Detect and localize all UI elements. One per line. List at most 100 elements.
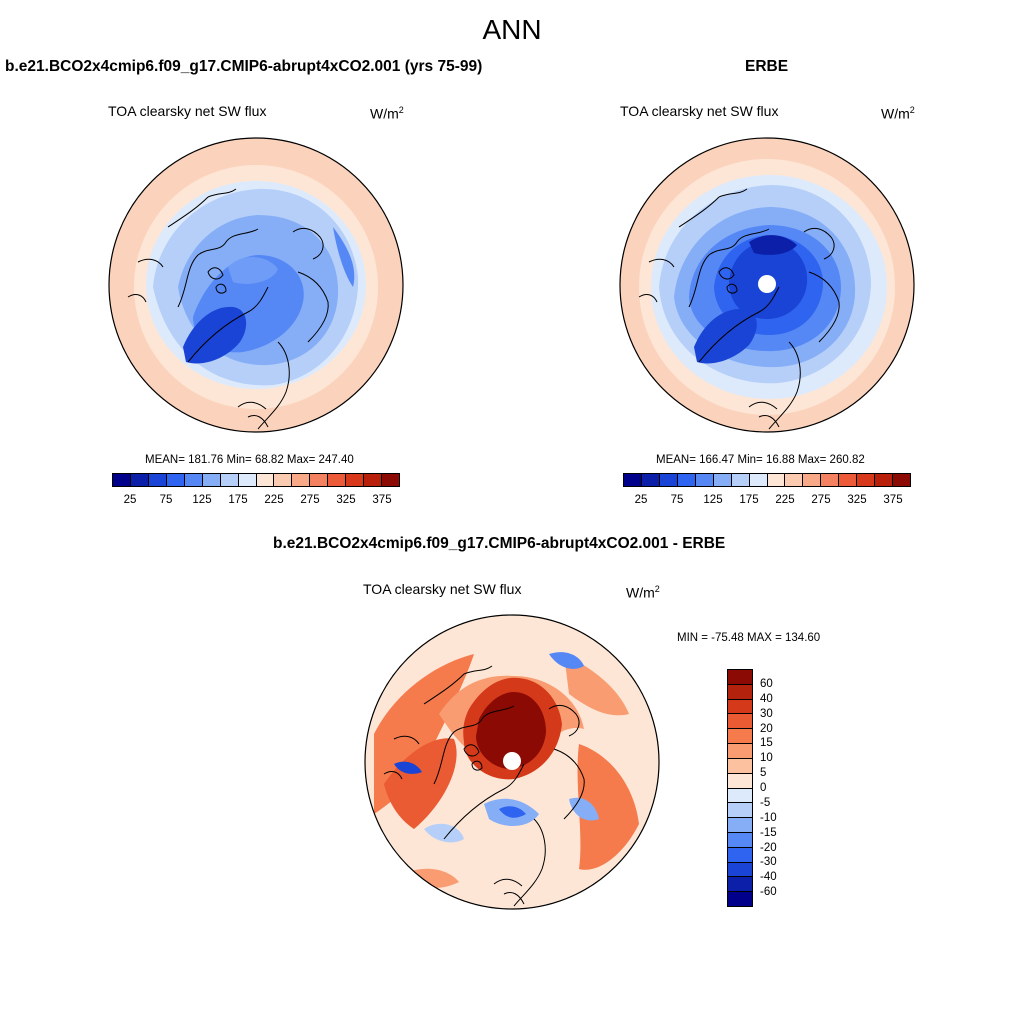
panel-1-colorbar <box>112 473 400 487</box>
panel-3-title: b.e21.BCO2x4cmip6.f09_g17.CMIP6-abrupt4x… <box>273 535 726 552</box>
panel-1-colorbar-ticks: 25 75 125 175 225 275 325 375 <box>112 494 400 510</box>
colorbar-swatch <box>728 818 752 833</box>
colorbar-swatch <box>803 474 822 486</box>
panel-1-stats: MEAN= 181.76 Min= 68.82 Max= 247.40 <box>145 454 354 466</box>
colorbar-swatch <box>641 474 660 486</box>
colorbar-swatch <box>728 892 752 906</box>
panel-2-colorbar-ticks: 25 75 125 175 225 275 325 375 <box>623 494 911 510</box>
colorbar-swatch <box>728 758 752 774</box>
colorbar-tick-label: 10 <box>760 752 773 765</box>
colorbar-tick-label: -10 <box>760 811 777 824</box>
colorbar-tick-label: 25 <box>123 494 137 506</box>
colorbar-tick-label: 375 <box>372 494 392 506</box>
colorbar-swatch <box>785 474 804 486</box>
panel-2-stats: MEAN= 166.47 Min= 16.88 Max= 260.82 <box>656 454 865 466</box>
colorbar-tick-label: 75 <box>159 494 173 506</box>
colorbar-swatch <box>382 474 399 486</box>
colorbar-swatch <box>130 474 149 486</box>
colorbar-tick-label: 325 <box>336 494 356 506</box>
colorbar-tick-label: 75 <box>670 494 684 506</box>
colorbar-tick-label: 325 <box>847 494 867 506</box>
colorbar-swatch <box>148 474 167 486</box>
colorbar-swatch <box>728 684 752 700</box>
colorbar-swatch <box>659 474 678 486</box>
panel-3-variable-label: TOA clearsky net SW flux <box>363 581 522 597</box>
colorbar-swatch <box>113 474 131 486</box>
panel-3-polar-map <box>364 614 660 910</box>
colorbar-tick-label: 20 <box>760 722 773 735</box>
colorbar-swatch <box>220 474 239 486</box>
colorbar-tick-label: 40 <box>760 692 773 705</box>
colorbar-tick-label: 125 <box>703 494 723 506</box>
colorbar-tick-label: -20 <box>760 841 777 854</box>
colorbar-swatch <box>875 474 894 486</box>
colorbar-swatch <box>256 474 275 486</box>
colorbar-swatch <box>202 474 221 486</box>
colorbar-tick-label: 275 <box>811 494 831 506</box>
colorbar-tick-label: 175 <box>739 494 759 506</box>
colorbar-swatch <box>328 474 347 486</box>
colorbar-tick-label: 5 <box>760 767 767 780</box>
colorbar-tick-label: 30 <box>760 707 773 720</box>
colorbar-tick-label: 275 <box>300 494 320 506</box>
colorbar-tick-label: -15 <box>760 826 777 839</box>
colorbar-swatch <box>767 474 786 486</box>
panel-2-units: W/m2 <box>881 105 915 122</box>
colorbar-tick-label: 225 <box>264 494 284 506</box>
colorbar-swatch <box>728 729 752 745</box>
panel-1-units: W/m2 <box>370 105 404 122</box>
colorbar-tick-label: -60 <box>760 886 777 899</box>
colorbar-swatch <box>238 474 257 486</box>
colorbar-tick-label: 25 <box>634 494 648 506</box>
colorbar-swatch <box>728 832 752 848</box>
colorbar-swatch <box>364 474 383 486</box>
colorbar-swatch <box>713 474 732 486</box>
colorbar-swatch <box>346 474 365 486</box>
panel-2-colorbar <box>623 473 911 487</box>
panel-2-title: ERBE <box>745 58 789 75</box>
colorbar-swatch <box>695 474 714 486</box>
colorbar-swatch <box>728 877 752 893</box>
colorbar-tick-label: 125 <box>192 494 212 506</box>
colorbar-tick-label: 15 <box>760 737 773 750</box>
colorbar-swatch <box>821 474 840 486</box>
colorbar-swatch <box>184 474 203 486</box>
colorbar-swatch <box>728 803 752 819</box>
colorbar-swatch <box>310 474 329 486</box>
colorbar-swatch <box>274 474 293 486</box>
panel-1-polar-map <box>108 137 404 433</box>
colorbar-swatch <box>292 474 311 486</box>
colorbar-swatch <box>728 699 752 715</box>
colorbar-tick-label: 375 <box>883 494 903 506</box>
panel-3-units: W/m2 <box>626 584 660 601</box>
colorbar-swatch <box>893 474 910 486</box>
colorbar-swatch <box>166 474 185 486</box>
panel-2-variable-label: TOA clearsky net SW flux <box>620 103 779 119</box>
colorbar-tick-label: -5 <box>760 796 771 809</box>
colorbar-swatch <box>728 862 752 878</box>
colorbar-swatch <box>728 670 752 685</box>
colorbar-swatch <box>857 474 876 486</box>
colorbar-swatch <box>624 474 642 486</box>
panel-3-colorbar-ticks: 60 40 30 20 15 10 5 0 -5 -10 -15 -20 -30 -40 -60 <box>760 669 800 907</box>
colorbar-swatch <box>677 474 696 486</box>
colorbar-swatch <box>731 474 750 486</box>
panel-3-colorbar <box>727 669 753 907</box>
colorbar-swatch <box>728 744 752 759</box>
colorbar-swatch <box>728 847 752 863</box>
colorbar-swatch <box>728 773 752 789</box>
colorbar-swatch <box>728 714 752 730</box>
colorbar-tick-label: -30 <box>760 856 777 869</box>
panel-1-title: b.e21.BCO2x4cmip6.f09_g17.CMIP6-abrupt4x… <box>5 58 483 75</box>
panel-1-variable-label: TOA clearsky net SW flux <box>108 103 267 119</box>
colorbar-tick-label: -40 <box>760 871 777 884</box>
panel-3-stats: MIN = -75.48 MAX = 134.60 <box>677 632 821 644</box>
colorbar-tick-label: 225 <box>775 494 795 506</box>
colorbar-swatch <box>728 788 752 804</box>
colorbar-swatch <box>749 474 768 486</box>
panel-2-polar-map <box>619 137 915 433</box>
colorbar-tick-label: 60 <box>760 677 773 690</box>
colorbar-swatch <box>839 474 858 486</box>
figure-title: ANN <box>482 14 542 45</box>
colorbar-tick-label: 0 <box>760 782 767 794</box>
